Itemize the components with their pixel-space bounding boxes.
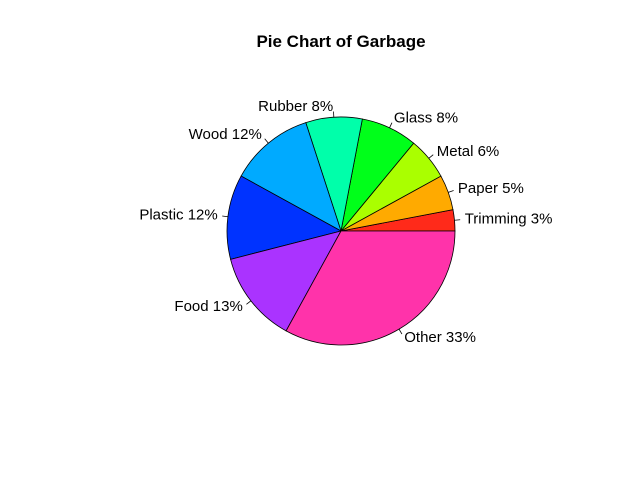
label-tick-glass [389, 122, 393, 129]
slice-label-paper: Paper 5% [458, 180, 524, 197]
label-tick-trimming [454, 219, 461, 221]
pie-slice-plastic [226, 175, 343, 260]
label-tick-paper [448, 190, 454, 193]
chart-title: Pie Chart of Garbage [256, 32, 425, 51]
label-tick-metal [428, 154, 434, 159]
label-tick-wood [264, 138, 269, 144]
pie-slice-other [285, 230, 456, 346]
slice-label-wood: Wood 12% [189, 126, 262, 143]
slice-label-food: Food 13% [174, 298, 242, 315]
pie-slices [226, 116, 456, 346]
pie-slice-wood [240, 122, 342, 232]
pie-slice-food [230, 230, 342, 332]
slice-label-rubber: Rubber 8% [258, 98, 333, 115]
slice-label-metal: Metal 6% [437, 143, 500, 160]
label-tick-plastic [222, 215, 228, 218]
slice-label-plastic: Plastic 12% [139, 206, 217, 223]
label-tick-other [398, 328, 403, 335]
label-tick-food [246, 300, 252, 305]
slice-label-trimming: Trimming 3% [465, 210, 553, 227]
slice-label-other: Other 33% [404, 329, 476, 346]
slice-label-glass: Glass 8% [394, 110, 458, 127]
pie-labels: Trimming 3% Paper 5% Metal 6% Glass 8% Rubbe… [139, 98, 552, 346]
